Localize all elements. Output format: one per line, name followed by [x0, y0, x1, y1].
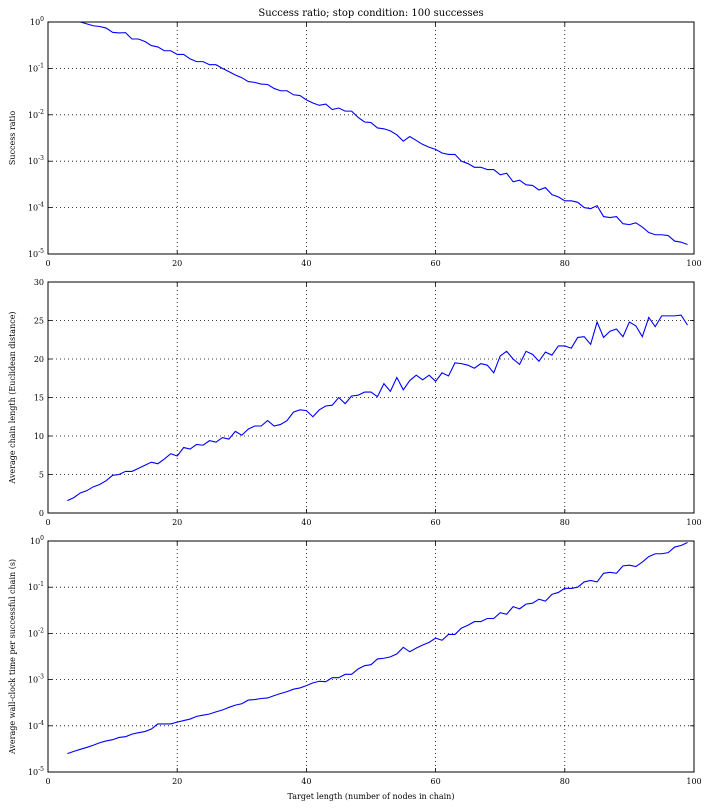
x-axis-label: Target length (number of nodes in chain): [288, 792, 455, 801]
x-tick-label: 100: [686, 259, 701, 268]
y-tick-label: 25: [34, 317, 44, 326]
x-tick-label: 40: [301, 777, 311, 786]
y-tick-label: 10-4: [28, 720, 44, 731]
x-tick-label: 0: [45, 518, 50, 527]
y-tick-label: 20: [34, 355, 44, 364]
panel-1-title: Success ratio; stop condition: 100 succe…: [258, 8, 483, 19]
x-tick-label: 100: [686, 518, 701, 527]
x-tick-label: 0: [45, 777, 50, 786]
y-tick-label: 10-1: [28, 581, 44, 592]
y-tick-label: 10-2: [28, 627, 44, 638]
x-tick-label: 60: [431, 259, 441, 268]
y-tick-label: 10: [34, 432, 44, 441]
y-tick-label: 10-4: [28, 202, 44, 213]
panel-wall-clock-time: 0 20 40 60 80 100 10-5 10-4 10-3 10-2 10-1 100 Avera…: [8, 535, 702, 801]
x-tick-label: 20: [172, 777, 182, 786]
x-tick-label: 0: [45, 259, 50, 268]
y-tick-label: 5: [39, 471, 44, 480]
x-tick-label: 100: [686, 777, 701, 786]
series-line: [67, 541, 688, 755]
x-tick-label: 20: [172, 518, 182, 527]
x-tick-label: 60: [431, 777, 441, 786]
series-line: [67, 314, 689, 502]
y-axis-label: Success ratio: [8, 111, 17, 165]
x-tick-label: 40: [301, 518, 311, 527]
y-tick-label: 10-2: [28, 109, 44, 120]
y-tick-label: 100: [30, 535, 44, 546]
y-tick-label: 10-3: [28, 674, 44, 685]
y-axis-label: Average chain length (Euclidean distance…: [8, 311, 17, 484]
x-tick-label: 80: [560, 777, 570, 786]
x-tick-label: 80: [560, 518, 570, 527]
y-tick-label: 10-5: [28, 248, 44, 259]
panel-success-ratio: 0 20 40 60 80 100 10-5 10-4 10-3 10-2 10-1 100 Succe…: [8, 16, 702, 268]
plot-frame: [47, 540, 695, 773]
y-tick-label: 10-3: [28, 155, 44, 166]
y-tick-label: 15: [34, 394, 44, 403]
series-line: [67, 21, 688, 246]
x-tick-label: 60: [431, 518, 441, 527]
y-tick-label: 100: [30, 16, 44, 27]
y-tick-label: 10-5: [28, 766, 44, 777]
y-tick-label: 30: [34, 278, 44, 287]
y-axis-label: Average wall-clock time per successful c…: [8, 559, 17, 755]
x-tick-label: 20: [172, 259, 182, 268]
panel-chain-length: 0 20 40 60 80 100 0 5 10 15 20 25 30 Average chain le…: [8, 278, 702, 527]
plot-frame: [47, 21, 695, 255]
x-tick-label: 80: [560, 259, 570, 268]
y-tick-label: 10-1: [28, 62, 44, 73]
x-tick-label: 40: [301, 259, 311, 268]
y-tick-label: 0: [39, 509, 44, 518]
